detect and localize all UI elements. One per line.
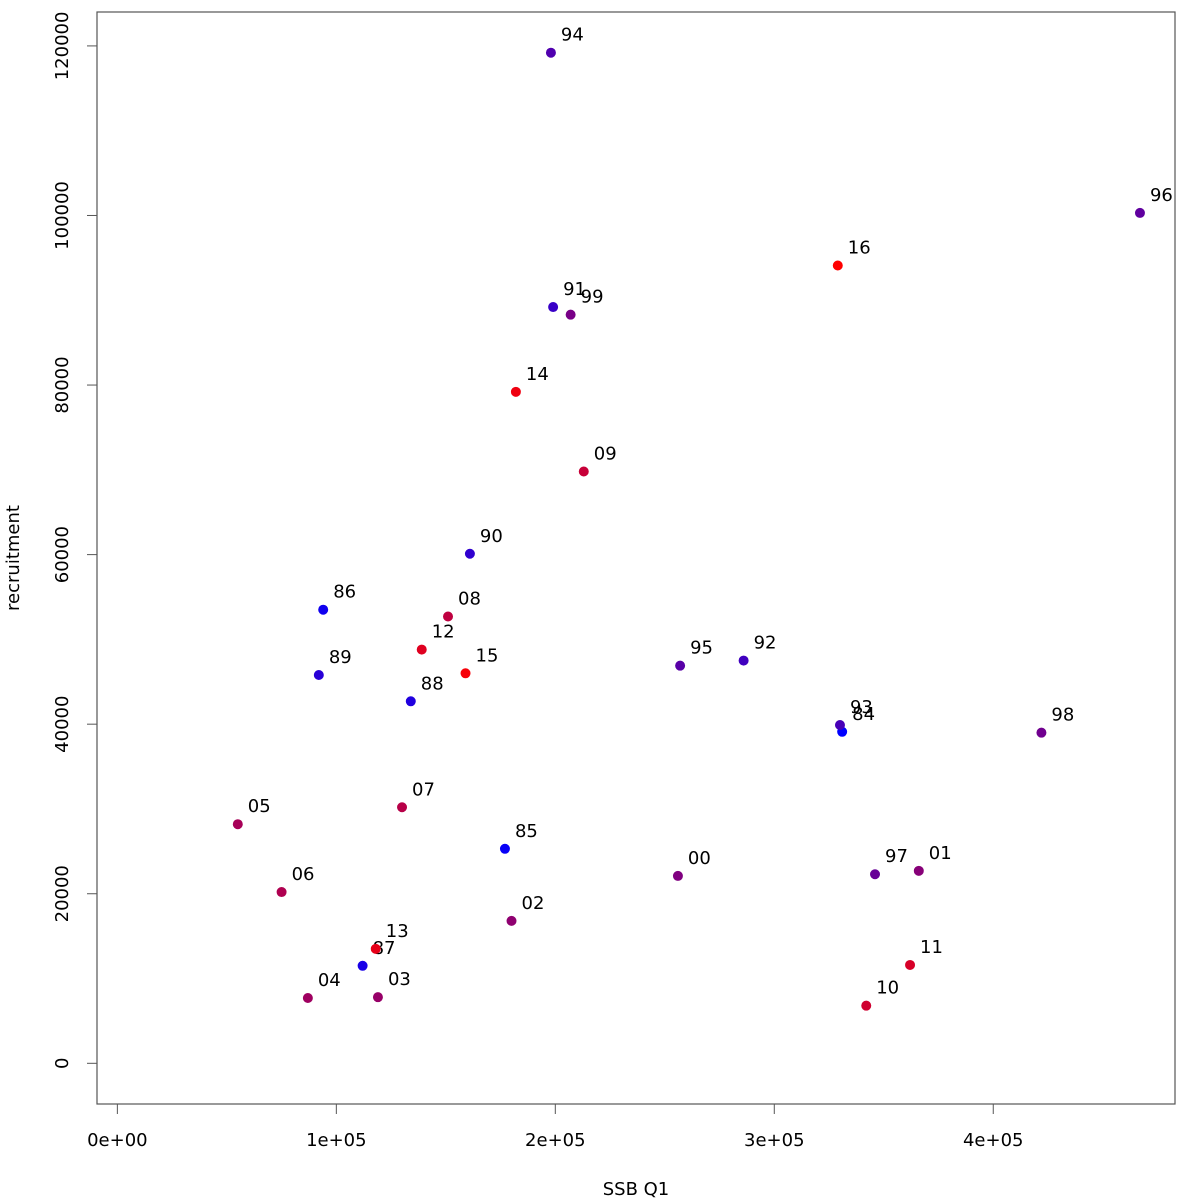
point-label: 15 bbox=[476, 645, 499, 666]
y-tick-label: 0 bbox=[52, 1058, 73, 1069]
point-label: 02 bbox=[522, 893, 545, 914]
y-tick-label: 40000 bbox=[52, 696, 73, 753]
data-point bbox=[832, 260, 843, 271]
data-point bbox=[565, 309, 576, 320]
data-point bbox=[510, 386, 521, 397]
data-point bbox=[1134, 207, 1145, 218]
point-label: 85 bbox=[515, 821, 538, 842]
data-point bbox=[405, 696, 416, 707]
point-label: 10 bbox=[876, 978, 899, 999]
data-point bbox=[905, 959, 916, 970]
y-tick-label: 100000 bbox=[52, 181, 73, 250]
point-label: 98 bbox=[1051, 705, 1074, 726]
point-label: 84 bbox=[852, 704, 875, 725]
data-point bbox=[276, 887, 287, 898]
y-tick-label: 120000 bbox=[52, 12, 73, 81]
data-point bbox=[545, 47, 556, 58]
point-label: 16 bbox=[848, 238, 871, 259]
point-label: 88 bbox=[421, 673, 444, 694]
point-label: 87 bbox=[373, 938, 396, 959]
point-label: 89 bbox=[329, 647, 352, 668]
point-label: 11 bbox=[920, 937, 943, 958]
data-point bbox=[464, 548, 475, 559]
data-point bbox=[675, 660, 686, 671]
data-point bbox=[313, 670, 324, 680]
x-tick-label: 4e+05 bbox=[963, 1130, 1024, 1151]
data-point bbox=[397, 802, 408, 813]
x-axis-title: SSB Q1 bbox=[603, 1179, 670, 1200]
data-point bbox=[738, 655, 749, 666]
point-label: 13 bbox=[386, 921, 409, 942]
x-tick-label: 0e+00 bbox=[87, 1130, 148, 1151]
point-label: 96 bbox=[1150, 185, 1173, 206]
point-label: 93 bbox=[850, 697, 873, 718]
point-label: 05 bbox=[248, 796, 271, 817]
y-axis: 0 20000 40000 60000 80000 100000 120000 bbox=[52, 12, 98, 1069]
plot-frame bbox=[96, 11, 1176, 1105]
data-point bbox=[913, 865, 924, 876]
data-point bbox=[548, 302, 559, 313]
x-tick-label: 3e+05 bbox=[744, 1130, 805, 1151]
point-label: 99 bbox=[581, 287, 604, 308]
y-tick-label: 80000 bbox=[52, 356, 73, 413]
data-point bbox=[1036, 727, 1047, 738]
point-label: 97 bbox=[885, 846, 908, 867]
data-points: 84 85 86 87 88 89 90 91 92 93 94 95 96 97 98 99 00 01 02 03… bbox=[232, 25, 1173, 1011]
data-point bbox=[357, 960, 368, 971]
point-label: 92 bbox=[754, 633, 777, 654]
data-point bbox=[460, 668, 471, 679]
data-point bbox=[370, 943, 381, 954]
y-tick-label: 20000 bbox=[52, 865, 73, 922]
x-axis: 0e+00 1e+05 2e+05 3e+05 4e+05 bbox=[87, 1103, 1024, 1151]
y-axis-title: recruitment bbox=[3, 505, 24, 611]
point-label: 12 bbox=[432, 622, 455, 643]
data-point bbox=[834, 720, 845, 731]
x-tick-label: 1e+05 bbox=[306, 1130, 367, 1151]
data-point bbox=[870, 869, 881, 880]
point-label: 04 bbox=[318, 970, 341, 991]
data-point bbox=[232, 819, 243, 830]
data-point bbox=[499, 843, 510, 854]
data-point bbox=[861, 1000, 872, 1011]
point-label: 94 bbox=[561, 25, 584, 46]
point-label: 91 bbox=[563, 279, 586, 300]
data-point bbox=[672, 870, 683, 881]
point-label: 14 bbox=[526, 364, 549, 385]
point-label: 95 bbox=[690, 638, 713, 659]
data-point bbox=[416, 644, 427, 655]
point-label: 08 bbox=[458, 589, 481, 610]
point-label: 09 bbox=[594, 444, 617, 465]
point-label: 03 bbox=[388, 969, 411, 990]
data-point bbox=[302, 993, 313, 1004]
data-point bbox=[318, 604, 329, 615]
data-point bbox=[506, 915, 517, 926]
point-label: 06 bbox=[292, 864, 315, 885]
point-label: 01 bbox=[929, 843, 952, 864]
point-label: 07 bbox=[412, 779, 435, 800]
point-label: 00 bbox=[688, 848, 711, 869]
data-point bbox=[372, 992, 383, 1003]
x-tick-label: 2e+05 bbox=[525, 1130, 586, 1151]
y-tick-label: 60000 bbox=[52, 526, 73, 583]
data-point bbox=[443, 611, 454, 622]
point-label: 86 bbox=[333, 582, 356, 603]
data-point bbox=[578, 466, 589, 477]
point-label: 90 bbox=[480, 526, 503, 547]
